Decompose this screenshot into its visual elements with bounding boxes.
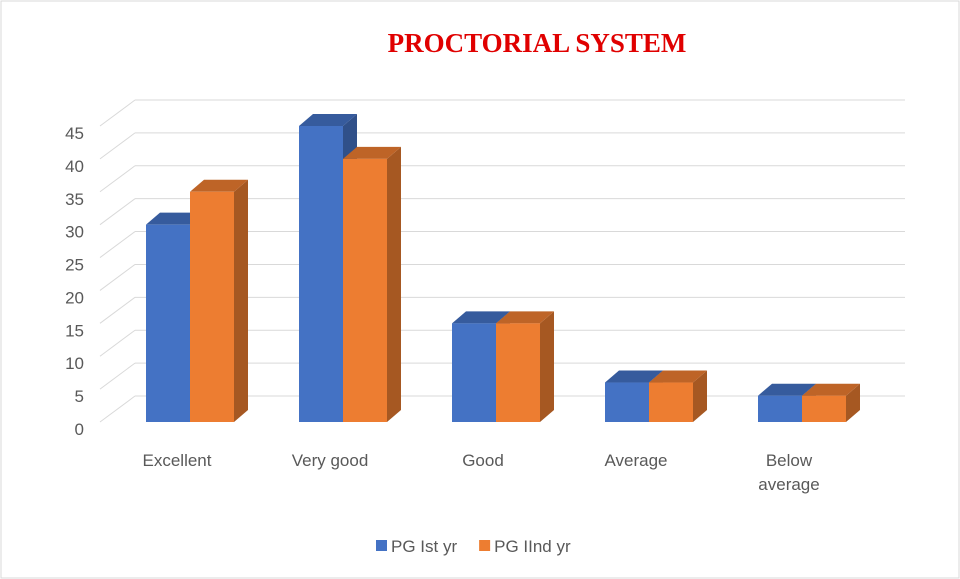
y-tick-label: 25 [65, 256, 84, 275]
bar [343, 158, 387, 422]
bar [146, 224, 190, 422]
bar-side [846, 383, 860, 422]
grid-line [99, 99, 136, 127]
bar-side [387, 146, 401, 422]
grid-line [99, 264, 136, 291]
bar-top [146, 212, 204, 225]
bar-top [649, 370, 707, 383]
grid-line [99, 231, 136, 258]
bar-top [496, 311, 554, 324]
y-tick-label: 20 [65, 288, 84, 307]
y-tick-label: 40 [65, 157, 84, 176]
bar-top [343, 146, 401, 159]
y-tick-label: 5 [75, 387, 84, 406]
grid-line [99, 165, 136, 193]
y-tick-label: 45 [65, 124, 84, 143]
y-tick-label: 0 [75, 420, 84, 439]
x-tick-label: Good [462, 451, 504, 470]
legend-label: PG Ist yr [391, 537, 457, 556]
y-tick-label: 10 [65, 354, 84, 373]
bar-top [452, 311, 510, 324]
grid-line [99, 329, 136, 357]
bar [605, 382, 649, 422]
bar [649, 382, 693, 422]
grid-line [99, 296, 136, 324]
legend-label: PG IInd yr [494, 537, 571, 556]
bar-top [605, 370, 663, 383]
y-tick-label: 35 [65, 190, 84, 209]
legend-swatch [376, 540, 387, 551]
grid-line [99, 132, 136, 160]
bar-side [693, 370, 707, 422]
bar-top [299, 114, 357, 126]
bar [190, 191, 234, 422]
grid-line [99, 362, 136, 390]
bar [496, 323, 540, 422]
x-tick-label: Excellent [142, 451, 212, 470]
chart-title: PROCTORIAL SYSTEM [388, 28, 687, 58]
grid-line [99, 395, 136, 423]
bar-top [758, 383, 816, 396]
bar-side [540, 311, 554, 422]
y-tick-label: 30 [65, 223, 84, 242]
bar-top [802, 383, 860, 396]
bar [452, 323, 496, 422]
legend-swatch [479, 540, 491, 551]
bar [758, 395, 802, 422]
bar [802, 395, 846, 422]
x-tick-label: Below average [758, 451, 820, 494]
bar-top [190, 179, 248, 192]
bar [299, 126, 343, 422]
x-tick-label: Very good [291, 451, 369, 470]
y-tick-label: 15 [65, 321, 84, 340]
x-tick-label: Average [604, 451, 668, 470]
grid-line [99, 198, 136, 226]
bar-side [234, 179, 248, 422]
